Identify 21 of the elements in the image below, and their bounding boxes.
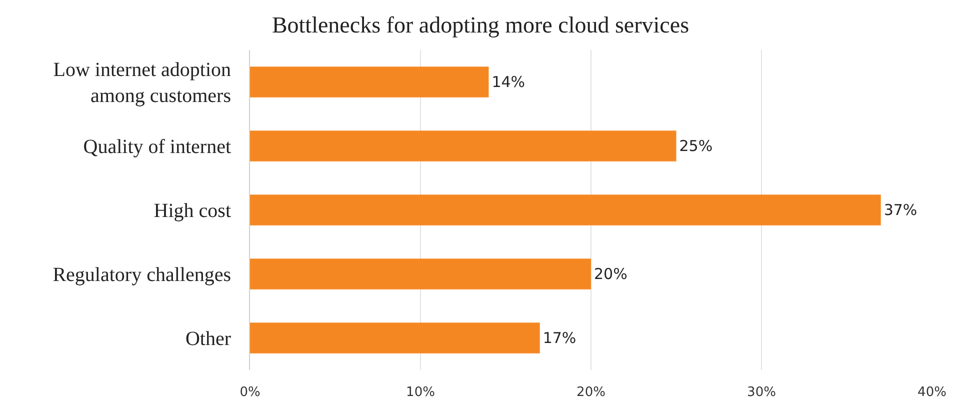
bar — [250, 194, 881, 226]
x-tick-label: 20% — [576, 385, 606, 400]
bar — [250, 322, 540, 354]
data-label: 37% — [884, 201, 918, 219]
x-tick-label: 10% — [406, 385, 435, 400]
y-tick-label: Other — [185, 328, 232, 350]
bar — [250, 66, 489, 98]
x-tick-label: 0% — [240, 385, 260, 400]
chart-title: Bottlenecks for adopting more cloud services — [272, 12, 690, 38]
y-tick-label: High cost — [154, 200, 232, 222]
y-tick-label: Quality of internet — [83, 136, 232, 158]
data-label: 20% — [594, 265, 628, 283]
y-tick-label: Low internet adoption among customers — [53, 59, 232, 107]
x-tick-label: 30% — [747, 385, 776, 400]
y-tick-label: Regulatory challenges — [52, 264, 232, 286]
bar — [250, 130, 676, 162]
bar — [250, 258, 591, 290]
x-tick-label: 40% — [918, 385, 946, 400]
data-label: 17% — [542, 329, 576, 347]
data-label: 25% — [679, 137, 713, 155]
data-label: 14% — [492, 73, 526, 91]
